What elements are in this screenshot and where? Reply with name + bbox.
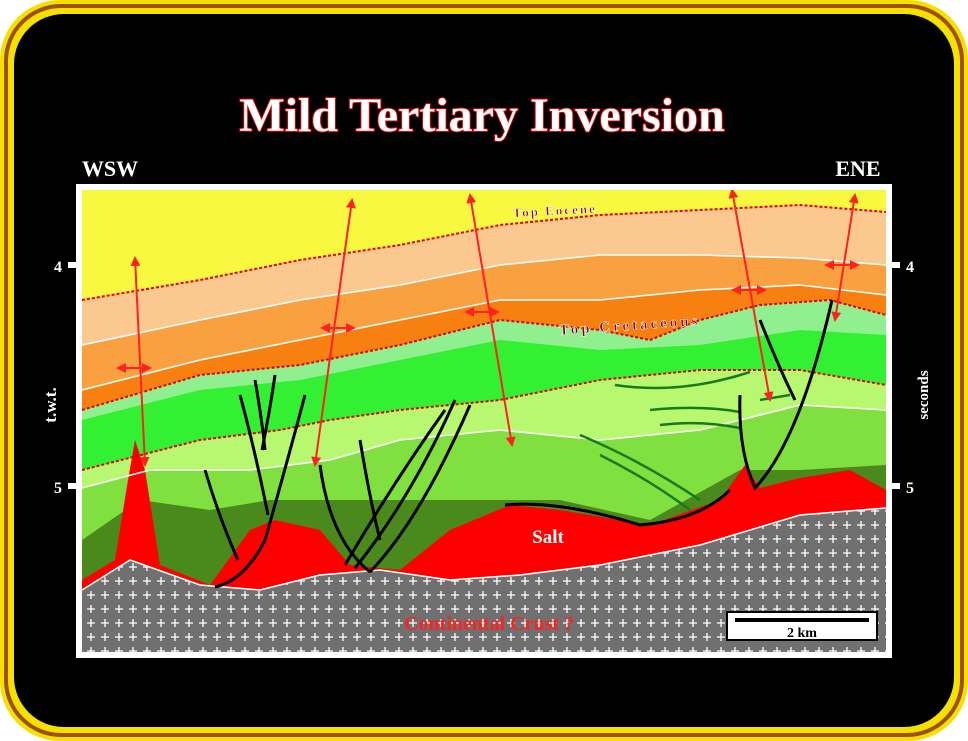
top-eocene-label: Top Eocene — [512, 201, 597, 220]
page-title: Mild Tertiary Inversion — [239, 89, 724, 142]
scale-bar: 2 km — [726, 611, 878, 641]
crust-label: Continental Crust ? — [404, 613, 574, 635]
ene-label: ENE — [835, 156, 880, 181]
axis-ticks — [68, 262, 900, 489]
left-tick-5: 5 — [54, 480, 62, 497]
inversion-arrows — [116, 190, 860, 467]
continental-crust — [82, 508, 886, 652]
right-tick-4: 4 — [906, 259, 914, 276]
right-axis-label: seconds — [916, 370, 932, 419]
right-tick-5: 5 — [906, 480, 914, 497]
left-tick-4: 4 — [54, 259, 62, 276]
salt-label: Salt — [532, 527, 564, 548]
section: Top Eocene Top Cretaceous Salt Continent… — [82, 190, 886, 652]
faults — [203, 299, 834, 589]
vertical-arrow — [728, 190, 774, 402]
scale-bar-label: 2 km — [787, 626, 817, 641]
vertical-arrow — [130, 256, 150, 467]
wsw-label: WSW — [82, 156, 138, 181]
vertical-arrow — [831, 193, 859, 322]
vertical-arrow — [466, 193, 516, 447]
left-axis-label: t.w.t. — [41, 387, 60, 422]
